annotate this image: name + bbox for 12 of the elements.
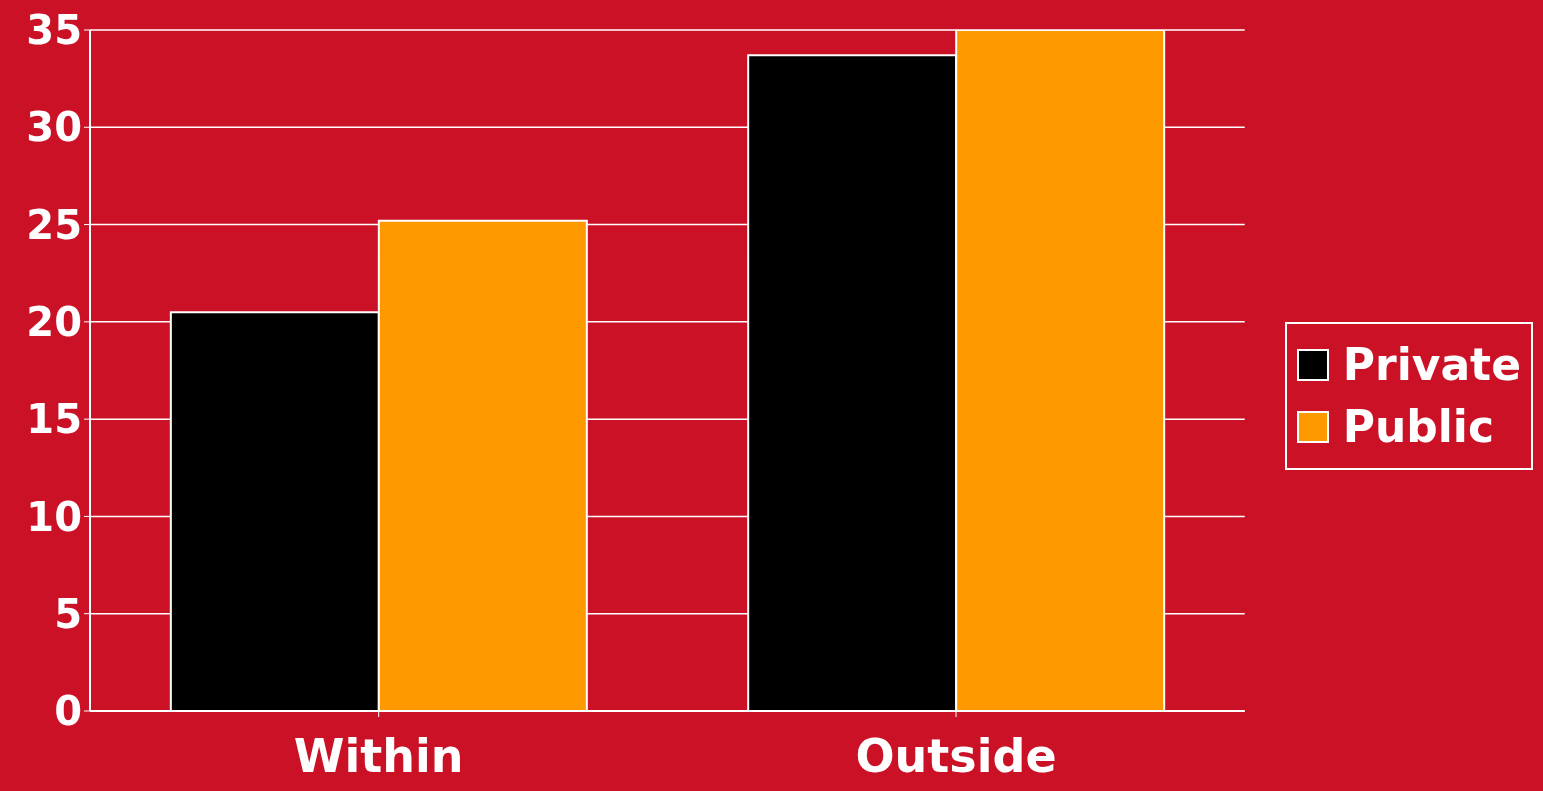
legend-label: Private <box>1342 337 1521 392</box>
y-tick-label: 5 <box>54 590 82 637</box>
x-tick-label: Outside <box>855 728 1057 783</box>
y-tick-label: 10 <box>26 493 82 540</box>
y-tick-label: 15 <box>26 396 82 443</box>
y-tick-label: 30 <box>26 104 82 151</box>
y-tick-label: 0 <box>54 688 82 735</box>
y-tick-label: 20 <box>26 299 82 346</box>
y-tick-label: 25 <box>26 201 82 248</box>
x-tick-label: Within <box>293 728 464 783</box>
legend-label: Public <box>1342 399 1495 454</box>
y-tick-label: 35 <box>26 7 82 54</box>
